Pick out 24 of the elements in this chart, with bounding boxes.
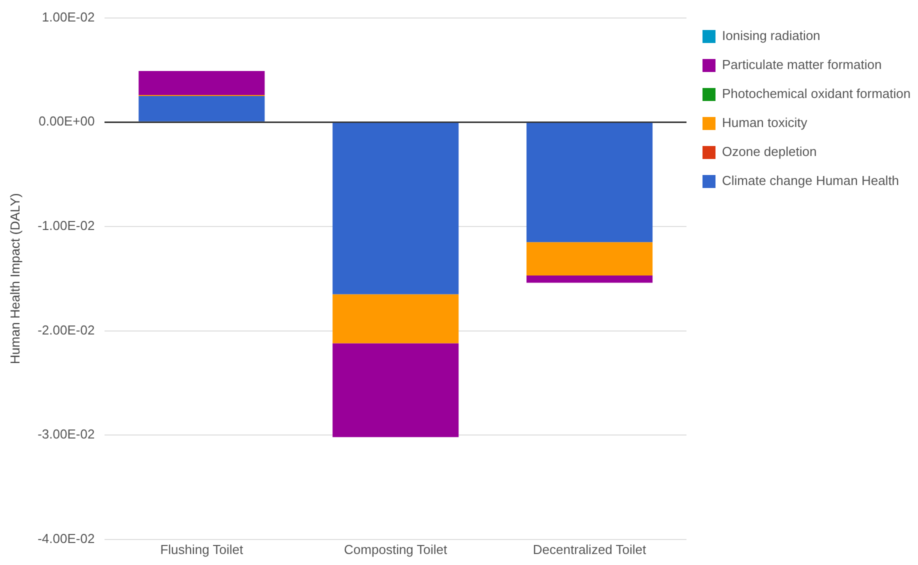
y-tick-label: -2.00E-02 <box>38 322 95 338</box>
legend-label: Climate change Human Health <box>722 173 900 188</box>
bar <box>526 122 653 242</box>
bar <box>332 122 459 294</box>
legend-label: Human toxicity <box>722 115 808 130</box>
bar <box>332 294 459 344</box>
bar <box>138 71 265 95</box>
y-axis-title: Human Health Impact (DALY) <box>7 193 22 364</box>
y-tick-label: -1.00E-02 <box>38 218 95 234</box>
bar <box>138 96 265 122</box>
y-tick-label: 1.00E-02 <box>42 9 95 24</box>
y-tick-label: -4.00E-02 <box>38 530 95 546</box>
legend-label: Particulate matter formation <box>722 57 882 72</box>
x-tick-label: Composting Toilet <box>344 542 448 557</box>
bar <box>332 343 459 438</box>
y-tick-label: 0.00E+00 <box>38 114 95 129</box>
legend-label: Ozone depletion <box>722 144 817 160</box>
legend-label: Ionising radiation <box>722 28 820 44</box>
x-tick-label: Flushing Toilet <box>160 542 244 557</box>
bar <box>526 242 653 276</box>
bar <box>526 275 653 283</box>
x-tick-label: Decentralized Toilet <box>532 542 647 557</box>
y-tick-label: -3.00E-02 <box>38 426 95 442</box>
legend-label: Photochemical oxidant formation <box>722 86 911 102</box>
